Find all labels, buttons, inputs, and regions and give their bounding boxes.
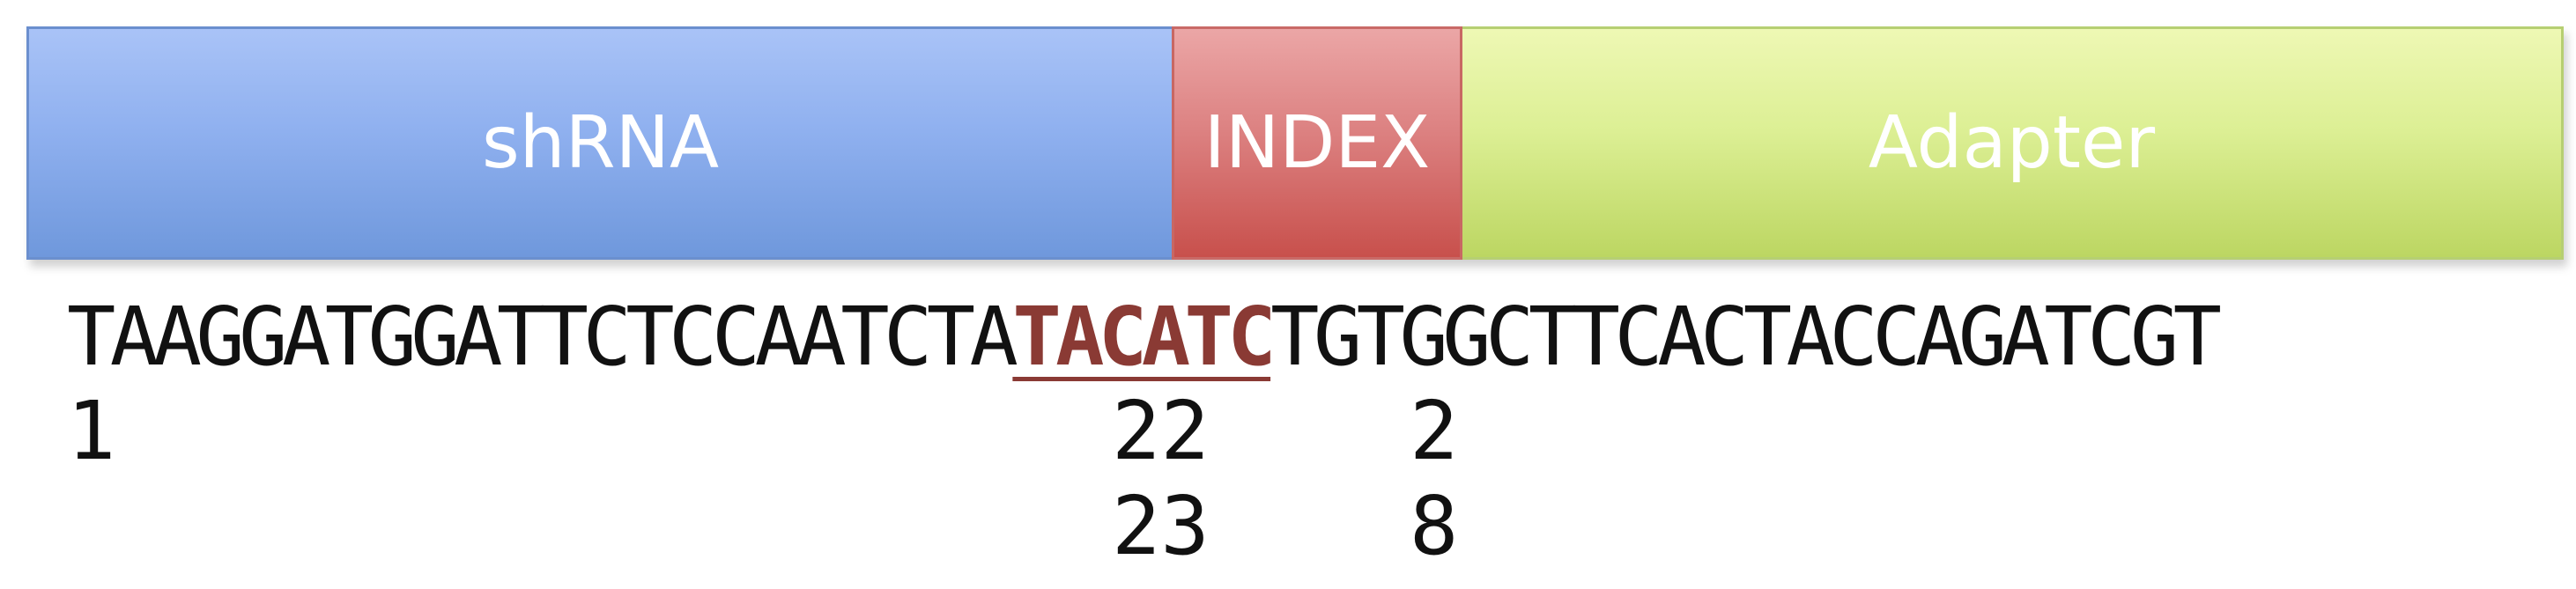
adapter-label: Adapter [1868,101,2156,185]
position-index-start-b: 23 [1112,479,1210,573]
position-start: 1 [67,384,116,478]
dna-sequence: TAAGGATGGATTCTCCAATCTATACATCTGTGGCTTCACT… [67,289,2222,386]
shrna-segment: shRNA [26,26,1172,260]
adapter-segment: Adapter [1462,26,2564,260]
shrna-label: shRNA [481,101,720,185]
sequence-after-index: TGTGGCTTCACTACCAGATCGT [1270,290,2222,384]
position-index-start-a: 22 [1112,384,1210,478]
position-index-end-b: 8 [1410,479,1459,573]
position-index-end-a: 2 [1410,384,1459,478]
sequence-before-index: TAAGGATGGATTCTCCAATCTA [67,290,1018,384]
sequence-index: TACATC [1012,290,1276,384]
index-segment: INDEX [1172,26,1462,260]
index-label: INDEX [1203,101,1431,185]
